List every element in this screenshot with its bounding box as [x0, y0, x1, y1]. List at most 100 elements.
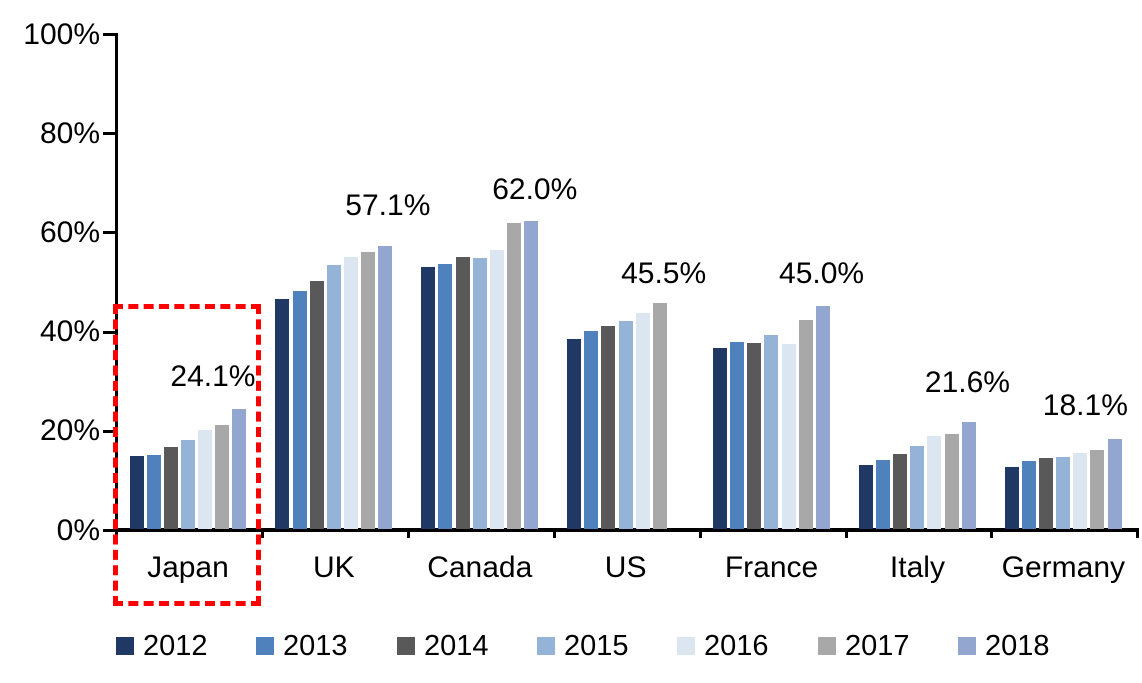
bar-canada-2018	[524, 221, 538, 529]
x-tick-mark	[845, 529, 848, 538]
bar-us-2013	[584, 331, 598, 529]
bar-uk-2012	[275, 299, 289, 529]
legend-label: 2015	[564, 630, 629, 662]
bar-japan-2014	[164, 447, 178, 529]
legend-item-2015: 2015	[537, 629, 629, 663]
y-tick-mark	[103, 231, 115, 235]
category-label-us: US	[604, 551, 647, 584]
data-label-italy: 21.6%	[924, 366, 1010, 399]
bar-italy-2013	[876, 460, 890, 529]
y-tick-label: 80%	[39, 116, 100, 150]
category-label-uk: UK	[313, 551, 355, 584]
bar-uk-2015	[327, 265, 341, 529]
bar-germany-2012	[1005, 467, 1019, 529]
bar-france-2018	[816, 306, 830, 529]
bar-france-2017	[799, 320, 813, 529]
y-tick-mark	[103, 529, 115, 532]
bar-france-2015	[764, 335, 778, 529]
legend-item-2018: 2018	[958, 629, 1050, 663]
legend-swatch-2016	[677, 637, 695, 655]
bar-japan-2016	[198, 430, 212, 529]
x-tick-mark	[553, 529, 556, 538]
bar-japan-2015	[181, 440, 195, 529]
bar-uk-2018	[378, 246, 392, 529]
bar-italy-2016	[927, 436, 941, 529]
legend-label: 2018	[985, 630, 1050, 662]
y-tick-mark	[103, 33, 115, 36]
legend-item-2014: 2014	[397, 629, 489, 663]
bar-germany-2018	[1108, 439, 1122, 529]
data-label-canada: 62.0%	[492, 173, 578, 206]
bar-france-2013	[730, 342, 744, 529]
legend-label: 2016	[704, 630, 769, 662]
data-label-france: 45.0%	[779, 257, 865, 290]
y-tick-label: 100%	[23, 17, 100, 51]
bar-italy-2012	[859, 465, 873, 529]
x-tick-mark	[990, 529, 993, 538]
bar-canada-2016	[490, 250, 504, 529]
legend-label: 2014	[424, 630, 489, 662]
data-label-japan: 24.1%	[170, 360, 256, 393]
category-label-canada: Canada	[427, 551, 533, 584]
legend-swatch-2012	[116, 637, 134, 655]
bar-france-2016	[782, 344, 796, 529]
y-tick-mark	[103, 429, 115, 433]
legend-swatch-2015	[537, 637, 555, 655]
legend-label: 2017	[845, 630, 910, 662]
bar-us-2015	[619, 321, 633, 529]
data-label-us: 45.5%	[621, 257, 707, 290]
y-tick-label: 60%	[39, 215, 100, 249]
bar-us-2012	[567, 339, 581, 529]
bar-italy-2014	[893, 454, 907, 529]
x-tick-mark	[699, 529, 702, 538]
y-tick-label: 0%	[56, 513, 100, 547]
legend-item-2016: 2016	[677, 629, 769, 663]
bar-canada-2012	[421, 267, 435, 529]
bar-canada-2014	[456, 257, 470, 529]
legend-swatch-2013	[256, 637, 274, 655]
legend-swatch-2014	[397, 637, 415, 655]
bar-france-2012	[713, 348, 727, 529]
y-tick-label: 20%	[39, 414, 100, 448]
category-label-japan: Japan	[147, 551, 229, 584]
bar-japan-2012	[130, 456, 144, 529]
bar-italy-2018	[962, 422, 976, 529]
bar-germany-2017	[1090, 450, 1104, 529]
legend-label: 2013	[283, 630, 348, 662]
bar-us-2016	[636, 313, 650, 529]
legend-item-2013: 2013	[256, 629, 348, 663]
bar-canada-2013	[438, 264, 452, 529]
bar-germany-2013	[1022, 461, 1036, 529]
bar-germany-2015	[1056, 457, 1070, 529]
y-tick-label: 40%	[39, 315, 100, 349]
bar-uk-2013	[293, 291, 307, 529]
legend-swatch-2017	[818, 637, 836, 655]
bar-germany-2014	[1039, 458, 1053, 529]
category-label-france: France	[724, 551, 819, 584]
bar-canada-2017	[507, 223, 521, 529]
bar-canada-2015	[473, 258, 487, 529]
x-tick-mark	[1136, 529, 1139, 538]
japan-highlight-rectangle	[113, 304, 261, 606]
y-axis-line	[115, 33, 118, 532]
bar-france-2014	[747, 343, 761, 529]
bar-us-2017	[653, 303, 667, 529]
legend-item-2017: 2017	[818, 629, 910, 663]
bar-uk-2016	[344, 257, 358, 529]
x-tick-mark	[261, 529, 264, 538]
bar-uk-2014	[310, 281, 324, 529]
bar-japan-2013	[147, 455, 161, 529]
bar-germany-2016	[1073, 453, 1087, 529]
bar-us-2014	[601, 326, 615, 529]
y-tick-mark	[103, 330, 115, 334]
legend-swatch-2018	[958, 637, 976, 655]
y-tick-mark	[103, 132, 115, 136]
bar-japan-2017	[215, 425, 229, 529]
bar-japan-2018	[232, 409, 246, 529]
data-label-uk: 57.1%	[345, 189, 431, 222]
legend-label: 2012	[143, 630, 208, 662]
category-label-italy: Italy	[889, 551, 945, 584]
bar-uk-2017	[361, 252, 375, 529]
bar-italy-2017	[945, 434, 959, 529]
